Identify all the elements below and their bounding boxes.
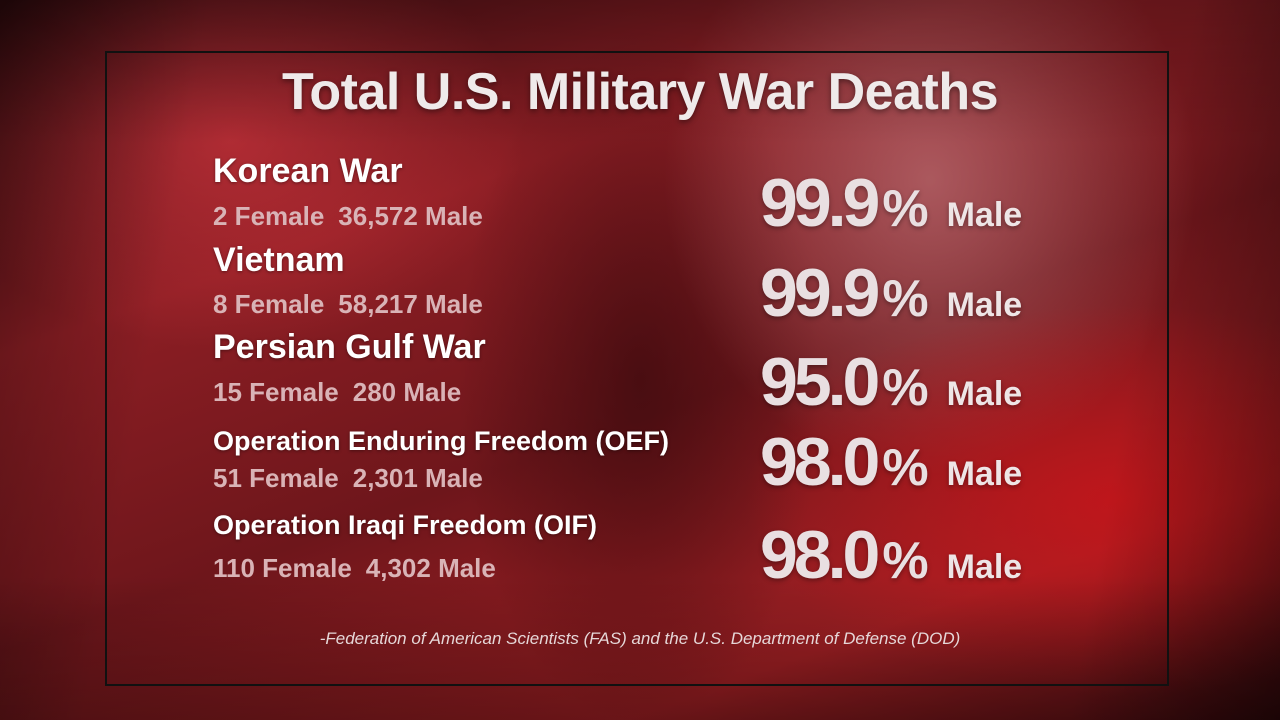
war-counts-oif: 110 Female 4,302 Male xyxy=(213,553,496,584)
percent-label: Male xyxy=(946,548,1023,586)
female-count: 15 Female xyxy=(213,377,339,407)
male-percent-korean: 99.9% Male xyxy=(760,164,1022,242)
percent-label: Male xyxy=(946,455,1023,493)
male-percent-oif: 98.0% Male xyxy=(760,516,1022,594)
war-counts-vietnam: 8 Female 58,217 Male xyxy=(213,289,483,320)
percent-value: 99.9 xyxy=(760,255,880,331)
war-counts-oef: 51 Female 2,301 Male xyxy=(213,463,483,494)
percent-sign: % xyxy=(882,532,929,590)
war-name-vietnam: Vietnam xyxy=(213,241,345,279)
female-count: 51 Female xyxy=(213,463,339,493)
male-count: 4,302 Male xyxy=(365,553,496,583)
percent-value: 98.0 xyxy=(760,424,880,500)
male-count: 280 Male xyxy=(352,377,462,407)
war-counts-persian-gulf: 15 Female 280 Male xyxy=(213,377,461,408)
percent-sign: % xyxy=(882,439,929,497)
war-name-oef: Operation Enduring Freedom (OEF) xyxy=(213,426,670,456)
source-citation: -Federation of American Scientists (FAS)… xyxy=(319,629,961,648)
female-count: 2 Female xyxy=(213,201,325,231)
page-title: Total U.S. Military War Deaths xyxy=(281,63,999,121)
percent-label: Male xyxy=(946,286,1023,324)
male-percent-persian-gulf: 95.0% Male xyxy=(760,343,1022,421)
male-count: 58,217 Male xyxy=(338,289,483,319)
percent-sign: % xyxy=(882,359,929,417)
percent-value: 95.0 xyxy=(760,344,880,420)
percent-sign: % xyxy=(882,180,929,238)
male-percent-oef: 98.0% Male xyxy=(760,423,1022,501)
percent-label: Male xyxy=(946,196,1023,234)
war-name-persian-gulf: Persian Gulf War xyxy=(213,328,486,366)
war-name-oif: Operation Iraqi Freedom (OIF) xyxy=(213,510,598,540)
percent-sign: % xyxy=(882,270,929,328)
male-count: 36,572 Male xyxy=(338,201,483,231)
war-name-korean: Korean War xyxy=(213,152,403,190)
war-counts-korean: 2 Female 36,572 Male xyxy=(213,201,483,232)
female-count: 8 Female xyxy=(213,289,325,319)
percent-label: Male xyxy=(946,375,1023,413)
female-count: 110 Female xyxy=(213,553,352,583)
percent-value: 99.9 xyxy=(760,165,880,241)
percent-value: 98.0 xyxy=(760,517,880,593)
content-frame xyxy=(105,51,1169,686)
male-percent-vietnam: 99.9% Male xyxy=(760,254,1022,332)
male-count: 2,301 Male xyxy=(352,463,483,493)
